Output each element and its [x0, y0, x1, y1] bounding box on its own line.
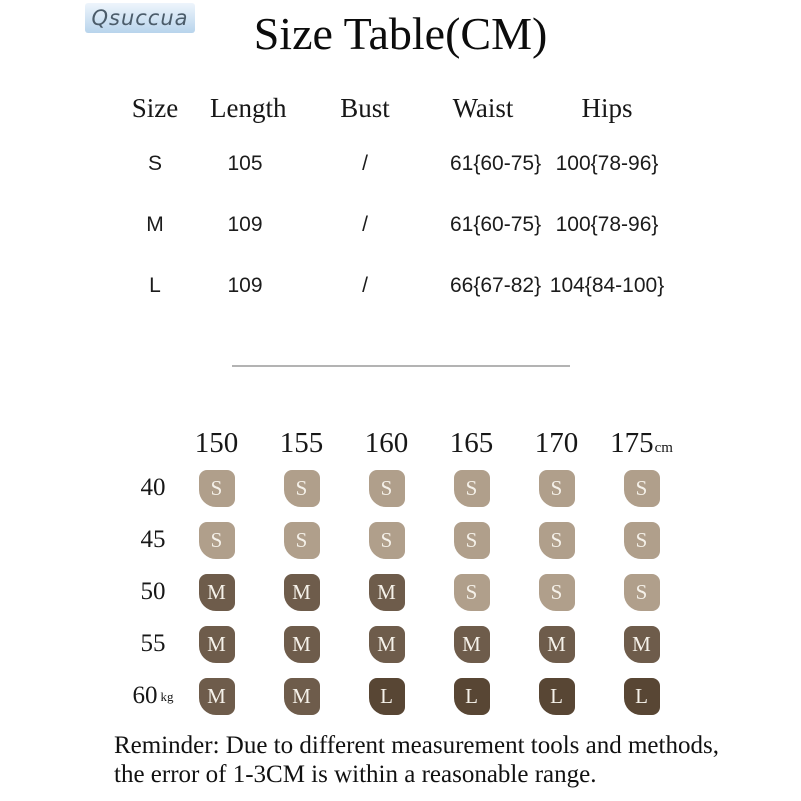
size-table-cell: 66{67-82}: [450, 274, 542, 297]
weight-label-cell: 60 kg: [133, 682, 174, 710]
size-badge: M: [283, 625, 320, 663]
size-badge: S: [283, 469, 320, 507]
size-table-cell: 100{78-96}: [555, 213, 659, 236]
size-badge: L: [623, 677, 660, 715]
height-weight-chart: 150 155 160 165 170 175cm 40 S S S S S S…: [132, 424, 684, 722]
size-table-cell: M: [146, 213, 164, 236]
size-badge: L: [538, 677, 575, 715]
size-table-cell: 61{60-75}: [450, 213, 542, 236]
size-badge: S: [453, 573, 490, 611]
reminder-text: Reminder: Due to different measurement t…: [114, 732, 719, 788]
size-badge: S: [368, 521, 405, 559]
size-badge: S: [453, 469, 490, 507]
size-table-cell: 61{60-75}: [450, 152, 542, 175]
size-table-row: S 105 / 61{60-75} 100{78-96}: [100, 151, 700, 177]
weight-tick-label: 50: [140, 578, 166, 605]
size-badge: L: [453, 677, 490, 715]
size-badge: S: [453, 521, 490, 559]
weight-tick-label: 60: [132, 682, 158, 709]
size-badge: S: [538, 573, 575, 611]
size-table-header-cell: Bust: [340, 93, 390, 123]
size-table-header-cell: Length: [210, 93, 287, 123]
size-table-cell: 104{84-100}: [549, 274, 665, 297]
size-badge: M: [453, 625, 490, 663]
brand-logo: Qsuccua: [85, 3, 195, 33]
weight-tick-label: 55: [140, 630, 166, 657]
size-badge: M: [538, 625, 575, 663]
size-badge: M: [623, 625, 660, 663]
weight-unit: kg: [160, 689, 174, 704]
size-badge: L: [368, 677, 405, 715]
size-badge: M: [283, 677, 320, 715]
size-badge: S: [623, 573, 660, 611]
height-tick-label: 150: [194, 427, 239, 459]
size-table-row: L 109 / 66{67-82} 104{84-100}: [100, 273, 700, 299]
size-table-header-cell: Waist: [452, 93, 514, 123]
weight-label-cell: 40: [141, 474, 166, 502]
size-table-cell: 109: [227, 274, 263, 297]
weight-tick-label: 40: [140, 474, 166, 501]
size-badge: M: [198, 573, 235, 611]
size-badge: M: [198, 625, 235, 663]
size-badge: S: [283, 521, 320, 559]
page-title: Size Table(CM): [253, 8, 548, 59]
height-header-cell: 170: [535, 424, 579, 462]
size-table-row: M 109 / 61{60-75} 100{78-96}: [100, 212, 700, 238]
size-badge: M: [368, 625, 405, 663]
height-unit: cm: [654, 440, 673, 456]
height-tick-label: 170: [534, 427, 579, 459]
height-header-cell: 175cm: [610, 424, 673, 467]
size-badge: S: [538, 469, 575, 507]
size-table-cell: S: [147, 152, 162, 175]
size-table-cell: /: [362, 274, 368, 297]
height-header-cell: 155: [280, 424, 324, 462]
weight-label-cell: 45: [141, 526, 166, 554]
size-table-header-row: Size Length Bust Waist Hips: [100, 92, 700, 124]
size-table-header-cell: Size: [131, 93, 179, 123]
height-tick-label: 155: [279, 427, 324, 459]
size-table: Size Length Bust Waist Hips S 105 / 61{6…: [100, 92, 700, 334]
size-table-cell: L: [149, 274, 161, 297]
size-badge: S: [538, 521, 575, 559]
divider: [232, 365, 570, 367]
brand-name: Qsuccua: [91, 6, 189, 30]
weight-tick-label: 45: [140, 526, 166, 553]
weight-label-cell: 55: [141, 630, 166, 658]
size-table-cell: /: [362, 213, 368, 236]
size-badge: M: [368, 573, 405, 611]
size-badge: S: [198, 521, 235, 559]
height-tick-label: 165: [449, 427, 494, 459]
size-badge: S: [198, 469, 235, 507]
size-table-cell: 105: [227, 152, 263, 175]
size-badge: M: [198, 677, 235, 715]
height-tick-label: 175: [610, 427, 654, 459]
size-badge: S: [623, 521, 660, 559]
height-header-cell: 150: [195, 424, 239, 462]
height-header-cell: 160: [365, 424, 409, 462]
size-table-cell: 100{78-96}: [555, 152, 659, 175]
size-badge: M: [283, 573, 320, 611]
size-badge: S: [623, 469, 660, 507]
weight-label-cell: 50: [141, 578, 166, 606]
size-table-cell: 109: [227, 213, 263, 236]
size-badge: S: [368, 469, 405, 507]
size-table-header-cell: Hips: [581, 93, 633, 123]
height-header-cell: 165: [450, 424, 494, 462]
height-tick-label: 160: [364, 427, 409, 459]
size-table-cell: /: [362, 152, 368, 175]
